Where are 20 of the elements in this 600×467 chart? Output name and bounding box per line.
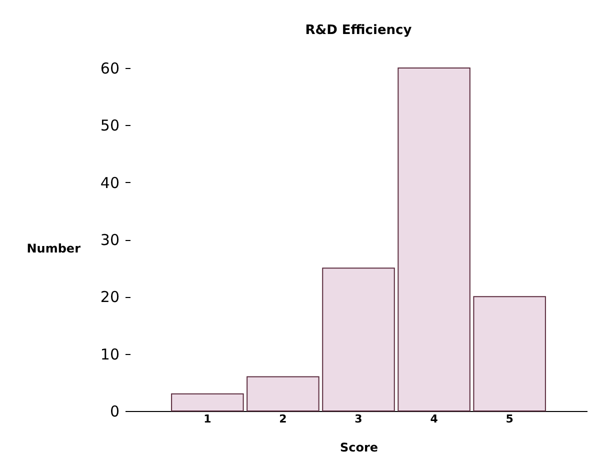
- y-tick-label: 50: [100, 116, 120, 135]
- x-tick-label: 1: [204, 412, 212, 426]
- y-axis-title: Number: [26, 242, 81, 256]
- y-tick-label: 40: [100, 174, 120, 192]
- x-tick-label: 4: [430, 412, 438, 426]
- x-tick-label: 2: [279, 412, 287, 426]
- bar: [398, 68, 470, 412]
- y-tick-label: 60: [100, 60, 120, 78]
- y-tick-label: 20: [100, 288, 120, 306]
- y-tick-label: 10: [100, 345, 120, 364]
- y-tick-label: 0: [110, 402, 120, 420]
- x-tick-label: 3: [354, 412, 362, 426]
- bar: [473, 296, 546, 412]
- bar: [246, 376, 320, 412]
- chart-title: R&D Efficiency: [305, 23, 412, 38]
- x-axis-title: Score: [340, 440, 378, 454]
- bar: [171, 393, 244, 412]
- x-tick-label: 5: [506, 412, 514, 426]
- bar: [322, 268, 395, 412]
- y-tick-label: 30: [100, 231, 120, 249]
